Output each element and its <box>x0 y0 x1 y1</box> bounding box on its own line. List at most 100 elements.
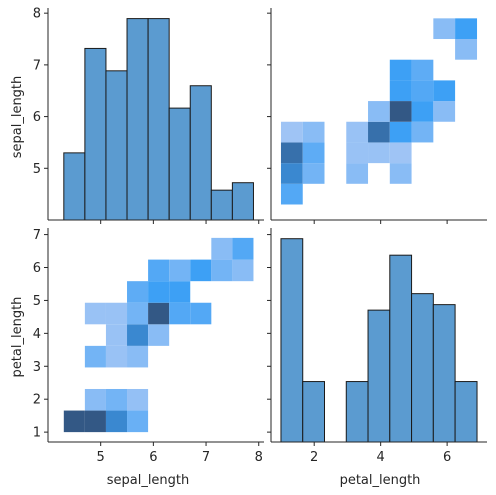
histogram-bar <box>147 18 170 221</box>
x-axis-label-sepal-length: sepal_length <box>107 473 190 488</box>
heatmap-cell <box>389 163 412 184</box>
x-tick-label: 2 <box>310 450 318 465</box>
heatmap-cell <box>302 121 325 143</box>
heatmap-cell <box>389 59 412 81</box>
heatmap-cell <box>280 142 303 164</box>
heatmap-cell <box>368 142 390 164</box>
histogram-bar <box>280 238 304 443</box>
heatmap-cell <box>63 410 85 433</box>
heatmap-cell <box>105 324 128 346</box>
y-tick-label: 3 <box>33 360 41 375</box>
histogram-bar <box>63 152 86 221</box>
heatmap-cell <box>455 39 478 60</box>
heatmap-cell <box>433 101 456 122</box>
heatmap-cell <box>148 259 170 282</box>
heatmap-cell <box>127 281 149 303</box>
heatmap-cell <box>84 345 106 368</box>
heatmap-cell <box>105 345 128 368</box>
y-tick-label: 5 <box>33 294 41 309</box>
y-tick-label: 5 <box>33 162 41 177</box>
histogram-bar <box>231 182 254 221</box>
x-tick-label: 7 <box>202 450 210 465</box>
y-tick-label: 7 <box>33 58 41 73</box>
y-tick-label: 1 <box>33 426 41 441</box>
heatmap-cell <box>346 163 369 184</box>
histogram-bar <box>302 381 326 443</box>
histogram-bar <box>411 293 434 443</box>
heatmap-cell <box>211 237 233 260</box>
y-tick-label: 2 <box>33 393 41 408</box>
heatmap-cell <box>411 59 434 81</box>
heatmap-cell <box>127 324 149 346</box>
heatmap-cell <box>105 410 128 433</box>
x-tick-label: 5 <box>97 450 105 465</box>
heatmap-cell <box>84 410 106 433</box>
histogram-bar <box>210 189 233 221</box>
x-tick-label: 6 <box>443 450 451 465</box>
heatmap-cell <box>411 101 434 122</box>
heatmap-cell <box>389 80 412 102</box>
histogram-bar <box>84 47 107 221</box>
heatmap-cell <box>433 80 456 102</box>
histogram-bar <box>105 70 128 221</box>
y-axis-label-sepal-length: sepal_length <box>10 76 25 159</box>
heatmap-cell <box>148 302 170 325</box>
heatmap-cell <box>433 18 456 40</box>
heatmap-cell <box>346 142 369 164</box>
heatmap-cell <box>232 237 254 260</box>
heatmap-cell <box>411 80 434 102</box>
heatmap-cell <box>389 142 412 164</box>
y-tick-label: 8 <box>33 7 41 22</box>
heatmap-cell <box>190 302 212 325</box>
histogram-bar <box>367 309 391 443</box>
histogram-sepal-length <box>63 18 254 221</box>
x-tick-label: 6 <box>149 450 157 465</box>
heatmap-cell <box>411 121 434 143</box>
x-tick-label: 8 <box>255 450 263 465</box>
x-tick-label: 4 <box>377 450 385 465</box>
heatmap-cell <box>389 121 412 143</box>
x-axis-label-petal-length: petal_length <box>340 473 421 488</box>
y-tick-label: 7 <box>33 228 41 243</box>
heatmap-cell <box>169 259 191 282</box>
histogram-bar <box>389 254 413 443</box>
heatmap-cell <box>84 302 106 325</box>
heatmap-cell <box>455 18 478 40</box>
panels: 5 6 7 8 1 2 3 4 5 6 7 5 6 7 8 2 4 6 <box>33 7 487 465</box>
histogram-bar <box>126 18 149 221</box>
heatmap-cell <box>302 142 325 164</box>
heatmap-cell <box>302 163 325 184</box>
heatmap-cell <box>346 121 369 143</box>
heatmap-cell <box>169 281 191 303</box>
heatmap-cell <box>169 302 191 325</box>
heatmap-petal-length-vs-sepal-length <box>63 237 254 433</box>
heatmap-cell <box>280 163 303 184</box>
heatmap-cell <box>148 324 170 346</box>
y-tick-label: 4 <box>33 327 41 342</box>
heatmap-sepal-length-vs-petal-length <box>280 18 478 205</box>
heatmap-cell <box>389 101 412 122</box>
heatmap-cell <box>232 259 254 282</box>
heatmap-cell <box>190 259 212 282</box>
histogram-petal-length <box>280 238 478 443</box>
histogram-bar <box>168 107 191 221</box>
histogram-bar <box>454 381 478 443</box>
y-axis-label-petal-length: petal_length <box>10 297 25 378</box>
heatmap-cell <box>127 302 149 325</box>
y-tick-label: 6 <box>33 110 41 125</box>
histogram-bar <box>345 381 369 443</box>
heatmap-cell <box>148 281 170 303</box>
histogram-bar <box>189 85 212 221</box>
heatmap-cell <box>127 388 149 411</box>
heatmap-cell <box>105 388 128 411</box>
heatmap-cell <box>211 259 233 282</box>
heatmap-cell <box>127 410 149 433</box>
heatmap-cell <box>84 388 106 411</box>
heatmap-cell <box>280 183 303 205</box>
heatmap-cell <box>368 101 390 122</box>
heatmap-cell <box>127 345 149 368</box>
heatmap-cell <box>105 302 128 325</box>
histogram-bar <box>432 304 456 443</box>
y-tick-label: 6 <box>33 261 41 276</box>
